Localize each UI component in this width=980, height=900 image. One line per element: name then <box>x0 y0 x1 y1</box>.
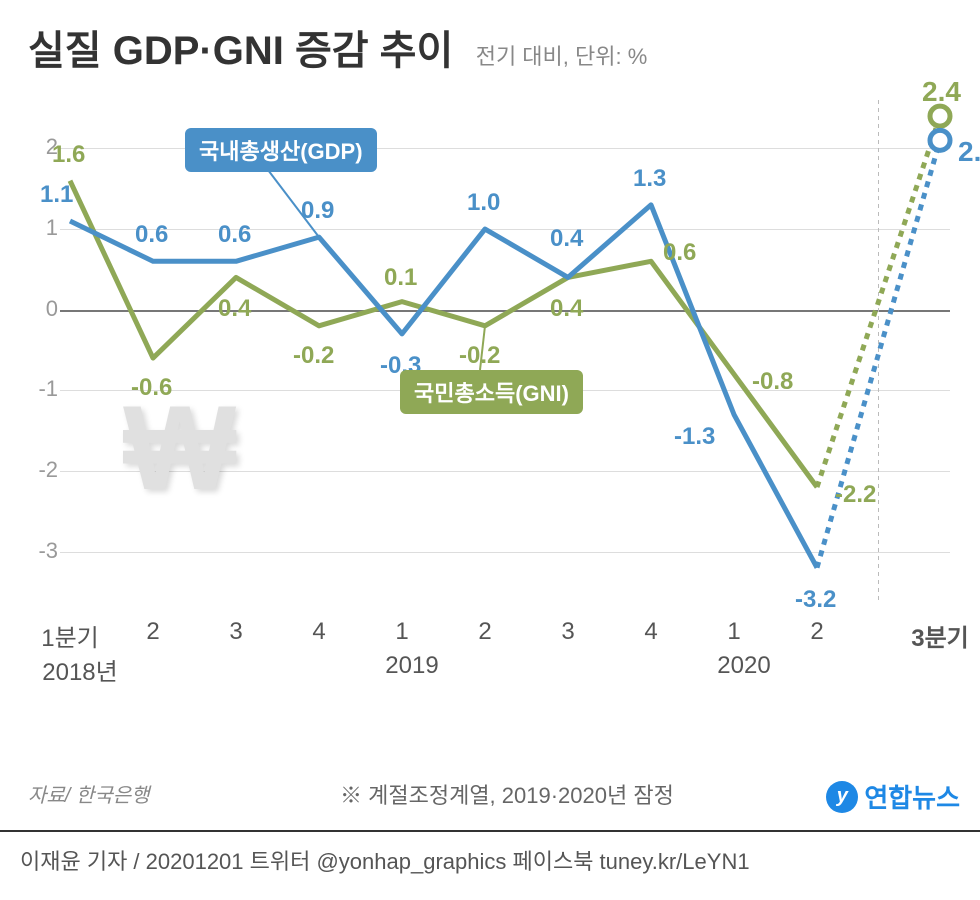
subtitle: 전기 대비, 단위: % <box>476 44 648 69</box>
end-marker-GNI <box>930 106 950 126</box>
data-label-GDP: 1.3 <box>633 165 666 193</box>
data-label-GDP: 1.0 <box>467 189 500 217</box>
chart-container: 실질 GDP·GNI 증감 추이 전기 대비, 단위: % -3-2-10121… <box>0 0 980 900</box>
legend-GDP: 국내총생산(GDP) <box>185 128 377 172</box>
logo-text: 연합뉴스 <box>864 778 960 815</box>
data-label-GNI: -2.2 <box>835 481 876 509</box>
data-label-GNI: 2.4 <box>922 76 961 108</box>
data-label-GNI: 1.6 <box>52 141 85 169</box>
data-label-GDP: 0.4 <box>550 225 583 253</box>
footer-text: 이재윤 기자 / 20201201 트위터 @yonhap_graphics 페… <box>20 844 750 876</box>
data-label-GNI: 0.1 <box>384 264 417 292</box>
logo: y 연합뉴스 <box>826 778 960 815</box>
logo-icon: y <box>826 781 858 813</box>
end-marker-GDP <box>930 130 950 150</box>
data-label-GNI: -0.8 <box>752 368 793 396</box>
data-label-GDP: 0.6 <box>135 221 168 249</box>
footer-divider <box>0 830 980 832</box>
data-label-GNI: -0.2 <box>293 342 334 370</box>
data-label-GDP: 0.9 <box>301 197 334 225</box>
legend-GNI: 국민총소득(GNI) <box>400 370 583 414</box>
source-text: 자료/ 한국은행 <box>28 779 150 808</box>
data-label-GNI: -0.2 <box>459 342 500 370</box>
data-label-GNI: -0.6 <box>131 374 172 402</box>
data-label-GDP: -1.3 <box>674 423 715 451</box>
data-label-GDP: 2.1 <box>958 136 980 168</box>
data-label-GDP: 0.6 <box>218 221 251 249</box>
data-label-GDP: -3.2 <box>795 586 836 614</box>
main-title: 실질 GDP·GNI 증감 추이 <box>28 29 453 73</box>
data-label-GNI: 0.4 <box>218 295 251 323</box>
note-text: ※ 계절조정계열, 2019·2020년 잠정 <box>340 778 674 810</box>
data-label-GDP: 1.1 <box>40 181 73 209</box>
data-label-GNI: 0.6 <box>663 239 696 267</box>
data-label-GNI: 0.4 <box>550 295 583 323</box>
title-area: 실질 GDP·GNI 증감 추이 전기 대비, 단위: % <box>28 18 647 76</box>
chart-area: -3-2-10121분기2341234123분기2018년20192020₩국내… <box>20 70 960 710</box>
